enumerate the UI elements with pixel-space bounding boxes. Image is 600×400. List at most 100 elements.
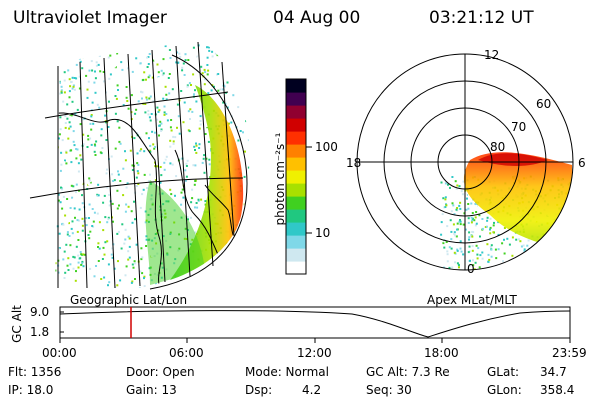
speckle-dot xyxy=(558,266,561,269)
speckle-dot xyxy=(141,97,143,100)
speckle-dot xyxy=(255,169,257,171)
speckle-dot xyxy=(449,219,452,222)
speckle-dot xyxy=(66,221,69,224)
speckle-dot xyxy=(186,174,189,177)
speckle-dot xyxy=(147,113,150,116)
speckle-dot xyxy=(141,169,144,172)
speckle-dot xyxy=(61,188,64,191)
speckle-dot xyxy=(207,69,210,72)
speckle-dot xyxy=(205,157,208,160)
speckle-dot xyxy=(257,192,259,194)
speckle-dot xyxy=(115,97,118,100)
speckle-dot xyxy=(119,59,122,62)
speckle-dot xyxy=(216,290,218,292)
speckle-dot xyxy=(568,271,570,273)
speckle-dot xyxy=(256,156,258,158)
speckle-dot xyxy=(44,125,46,127)
speckle-dot xyxy=(548,249,551,252)
speckle-dot xyxy=(59,128,62,131)
speckle-dot xyxy=(125,265,128,268)
speckle-dot xyxy=(139,62,142,65)
speckle-dot xyxy=(93,81,96,84)
speckle-dot xyxy=(563,220,566,223)
speckle-dot xyxy=(452,204,455,207)
speckle-dot xyxy=(250,121,252,123)
speckle-dot xyxy=(136,284,139,287)
speckle-dot xyxy=(88,69,91,72)
speckle-dot xyxy=(106,168,108,171)
info-glat-value: 34.7 xyxy=(540,365,567,379)
speckle-dot xyxy=(259,132,261,134)
speckle-dot xyxy=(94,100,97,103)
speckle-dot xyxy=(118,204,120,207)
speckle-dot xyxy=(556,252,559,255)
speckle-dot xyxy=(146,42,149,45)
info-seq: Seq: 30 xyxy=(366,383,412,397)
speckle-dot xyxy=(459,219,461,221)
speckle-dot xyxy=(120,80,123,83)
speckle-dot xyxy=(531,257,534,260)
speckle-dot xyxy=(136,58,139,61)
speckle-dot xyxy=(48,200,50,202)
speckle-dot xyxy=(71,134,74,137)
speckle-dot xyxy=(457,244,460,247)
speckle-dot xyxy=(137,100,140,103)
speckle-dot xyxy=(80,54,83,57)
speckle-dot xyxy=(157,77,160,80)
speckle-dot xyxy=(562,257,565,260)
speckle-dot xyxy=(247,98,250,101)
speckle-dot xyxy=(142,144,145,147)
speckle-dot xyxy=(169,188,172,191)
speckle-dot xyxy=(146,187,149,189)
speckle-dot xyxy=(252,102,254,104)
speckle-dot xyxy=(540,269,543,270)
speckle-dot xyxy=(469,235,472,238)
speckle-dot xyxy=(131,70,134,73)
speckle-dot xyxy=(107,218,110,221)
speckle-dot xyxy=(67,257,70,260)
speckle-dot xyxy=(156,165,159,168)
speckle-dot xyxy=(97,44,100,47)
speckle-dot xyxy=(42,52,44,54)
speckle-dot xyxy=(573,242,575,244)
speckle-dot xyxy=(143,173,146,176)
speckle-dot xyxy=(561,221,564,224)
speckle-dot xyxy=(178,158,181,160)
speckle-dot xyxy=(46,93,48,95)
speckle-dot xyxy=(122,167,125,170)
speckle-dot xyxy=(52,164,54,166)
speckle-dot xyxy=(180,203,183,206)
speckle-dot xyxy=(174,289,176,291)
speckle-dot xyxy=(456,228,459,231)
speckle-dot xyxy=(475,211,478,213)
lat-label-80: 80 xyxy=(490,140,506,154)
speckle-dot xyxy=(49,273,51,275)
speckle-dot xyxy=(139,206,142,209)
speckle-dot xyxy=(156,63,159,66)
speckle-dot xyxy=(194,164,197,167)
speckle-dot xyxy=(574,230,576,232)
speckle-dot xyxy=(181,66,184,69)
speckle-dot xyxy=(255,281,257,283)
speckle-dot xyxy=(253,79,255,81)
speckle-dot xyxy=(253,272,255,274)
speckle-dot xyxy=(456,249,459,252)
speckle-dot xyxy=(97,242,100,245)
speckle-dot xyxy=(110,155,113,158)
speckle-dot xyxy=(89,122,92,125)
speckle-dot xyxy=(82,253,85,256)
speckle-dot xyxy=(50,93,52,95)
speckle-dot xyxy=(99,151,102,154)
speckle-dot xyxy=(446,250,449,253)
speckle-dot xyxy=(455,208,458,211)
speckle-dot xyxy=(243,94,245,97)
speckle-dot xyxy=(64,126,67,129)
speckle-dot xyxy=(47,131,49,133)
speckle-dot xyxy=(184,169,187,172)
speckle-dot xyxy=(75,183,78,186)
speckle-dot xyxy=(256,275,258,277)
speckle-dot xyxy=(55,269,57,272)
speckle-dot xyxy=(152,100,155,103)
speckle-dot xyxy=(140,148,143,151)
speckle-dot xyxy=(131,164,134,167)
